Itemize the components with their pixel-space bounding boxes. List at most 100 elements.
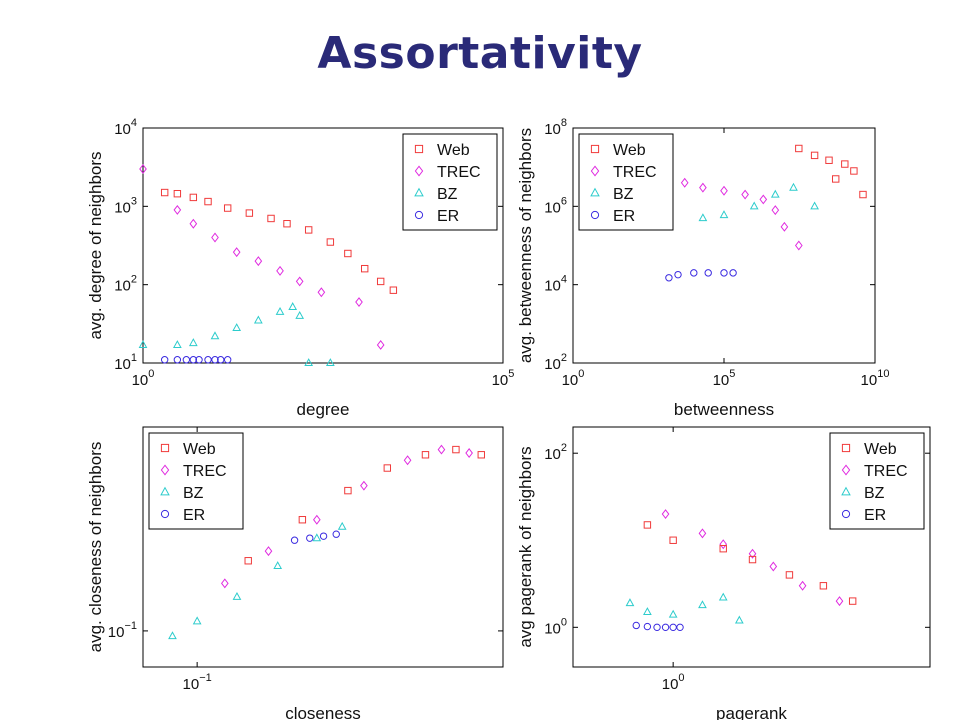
point-er [720,269,728,277]
point-web [669,536,677,544]
legend-marker-trec [841,464,851,476]
x-tick-label: 100 [662,672,685,693]
point-er [204,356,212,364]
legend-marker-web [590,144,600,154]
legend-marker-trec [414,165,424,177]
legend-marker-er [414,210,424,220]
point-trec [312,514,321,525]
point-trec [741,189,749,200]
y-tick-label: 106 [544,195,567,216]
point-trec [680,177,689,188]
legend-marker-trec [590,165,600,177]
point-bz [789,182,798,191]
point-er [182,356,191,364]
point-bz [253,315,263,324]
legend: Web TREC BZ ER [829,432,925,530]
legend-label-bz: BZ [183,485,204,502]
point-trec [699,182,707,193]
y-axis-label: avg. betweenness of neighbors [516,128,535,363]
legend-marker-web [841,443,851,453]
point-web [452,445,460,454]
legend-label-web: Web [613,142,646,159]
legend-label-er: ER [183,507,205,524]
point-er [290,536,299,544]
point-er [643,622,652,631]
chart-pagerank: 100 100 102 pagerank avg pagerank of neighbo… [516,426,931,720]
point-bz [273,561,283,570]
point-web [832,175,840,183]
x-tick-label: 100 [132,368,155,389]
point-web [383,464,392,472]
point-bz [275,306,285,315]
point-bz [168,631,177,640]
legend-marker-er [841,509,851,519]
point-trec [720,185,728,196]
point-er [173,356,182,364]
point-bz [312,533,322,542]
point-web [643,521,652,529]
point-web [389,286,398,294]
point-bz [138,340,148,349]
legend-box [578,133,674,231]
point-web [841,160,849,168]
data-points [168,444,485,640]
point-web [223,204,232,212]
x-tick-label: 100 [562,368,585,389]
point-bz [232,591,242,600]
point-bz [734,615,744,624]
point-web [344,486,352,495]
point-er [217,356,225,364]
legend-marker-web [160,443,170,453]
slide-title: Assortativity [317,28,643,79]
point-bz [337,521,347,530]
y-tick-label: 104 [114,117,137,138]
point-web [748,555,757,564]
x-axis-label: betweenness [674,400,774,419]
point-trec [698,528,707,539]
point-er [676,623,684,632]
point-trec [759,194,768,205]
point-bz [625,598,635,607]
point-er [632,621,640,630]
legend-label-trec: TREC [864,463,908,480]
legend-label-web: Web [437,142,470,159]
point-er [319,532,328,540]
point-bz [749,201,759,210]
point-trec [276,265,284,276]
point-er [211,356,219,364]
legend-label-bz: BZ [864,485,885,502]
point-er [189,356,198,364]
point-trec [769,561,778,572]
point-web [850,167,858,175]
point-web [244,557,252,565]
point-er [669,623,677,632]
x-axis-label: closeness [285,704,361,720]
point-trec [771,205,780,216]
chart-betweenness: 100 105 1010 102 104 106 108 betweenness avg. be… [516,117,889,419]
legend-marker-bz [414,187,424,197]
plot-frame [572,426,931,668]
legend-marker-er [590,210,600,220]
point-bz [719,210,729,219]
y-axis-label: avg pagerank of neighbors [516,446,535,647]
point-trec [794,240,803,251]
x-axis-label: degree [297,400,350,419]
data-points [625,509,857,632]
legend-label-web: Web [864,441,897,458]
legend-label-er: ER [864,507,886,524]
legend-label-trec: TREC [613,164,657,181]
point-bz [810,201,819,210]
legend-marker-bz [160,486,170,496]
y-tick-label: 108 [544,117,567,138]
point-web [267,214,275,223]
point-bz [304,358,314,367]
point-trec [376,339,385,350]
legend: Web TREC BZ ER [148,432,244,530]
point-web [421,451,430,459]
point-web [344,249,352,258]
y-tick-label: 102 [114,274,137,295]
legend-label-bz: BZ [437,186,458,203]
point-web [298,516,307,524]
point-web [477,451,485,459]
point-bz [188,338,198,347]
